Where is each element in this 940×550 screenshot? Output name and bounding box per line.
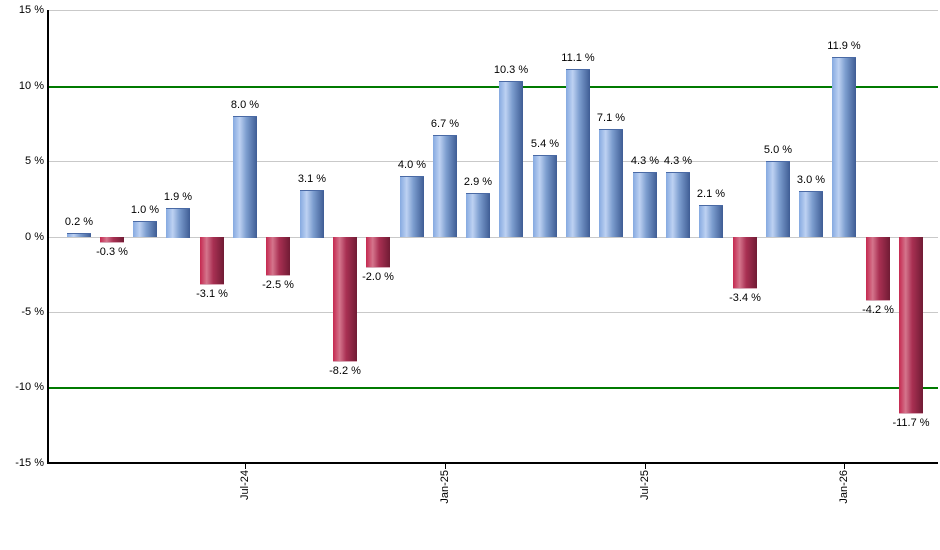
bar-value-label: 3.1 % — [297, 173, 327, 185]
y-axis-label: 5 % — [25, 155, 44, 167]
bar-positive — [799, 191, 823, 237]
bar-value-label: 11.1 % — [561, 52, 595, 64]
bar-positive — [133, 221, 157, 237]
bar-positive — [666, 172, 690, 238]
gridline — [49, 161, 938, 162]
bar-value-label: 5.4 % — [530, 138, 560, 150]
bar-value-label: -3.1 % — [196, 288, 228, 300]
bar-positive — [533, 155, 557, 237]
y-axis-label: -15 % — [15, 457, 44, 469]
bar-positive — [599, 129, 623, 237]
bar-positive — [699, 205, 723, 238]
threshold-line — [49, 86, 938, 88]
bar-value-label: 10.3 % — [493, 64, 529, 76]
bar-positive — [67, 233, 91, 237]
bar-value-label: 4.3 % — [663, 155, 693, 167]
bar-negative — [733, 237, 757, 289]
bar-value-label: 0.2 % — [64, 216, 94, 228]
bar-value-label: 1.9 % — [163, 191, 193, 203]
bar-value-label: -8.2 % — [329, 365, 361, 377]
y-axis-label: 0 % — [25, 231, 44, 243]
bar-value-label: -3.4 % — [729, 292, 761, 304]
bar-negative — [899, 237, 923, 414]
threshold-line — [49, 387, 938, 389]
y-axis-label: -10 % — [15, 381, 44, 393]
bar-negative — [333, 237, 357, 362]
bar-value-label: 11.9 % — [827, 40, 861, 52]
y-axis-label: 10 % — [18, 80, 44, 92]
bar-positive — [499, 81, 523, 237]
bar-positive — [832, 57, 856, 237]
bar-positive — [233, 116, 257, 238]
bar-positive — [300, 190, 324, 238]
gridline — [49, 10, 938, 11]
bar-value-label: 3.0 % — [796, 174, 826, 186]
bar-negative — [100, 237, 124, 243]
bar-value-label: -2.0 % — [362, 271, 394, 283]
bar-value-label: 2.1 % — [696, 188, 726, 200]
x-axis-label: Jan-26 — [838, 470, 850, 504]
bar-value-label: 5.0 % — [763, 144, 793, 156]
gridline — [49, 237, 938, 238]
bar-positive — [566, 69, 590, 237]
bar-value-label: 4.0 % — [397, 159, 427, 171]
bar-value-label: -2.5 % — [262, 279, 294, 291]
bar-value-label: -0.3 % — [96, 246, 128, 258]
bar-value-label: -4.2 % — [862, 304, 894, 316]
bar-positive — [166, 208, 190, 238]
bar-value-label: 1.0 % — [130, 204, 160, 216]
bar-value-label: -11.7 % — [892, 417, 930, 429]
x-axis-tick — [844, 464, 845, 469]
x-axis-tick — [645, 464, 646, 469]
bar-value-label: 6.7 % — [430, 118, 460, 130]
x-axis-line — [47, 462, 938, 464]
x-axis-tick — [445, 464, 446, 469]
bar-negative — [866, 237, 890, 301]
bar-positive — [433, 135, 457, 237]
bar-positive — [766, 161, 790, 237]
x-axis-label: Jan-25 — [439, 470, 451, 504]
bar-value-label: 2.9 % — [463, 176, 493, 188]
bar-negative — [266, 237, 290, 276]
x-axis-label: Jul-25 — [639, 470, 651, 500]
bar-negative — [366, 237, 390, 268]
bar-positive — [400, 176, 424, 237]
x-axis-label: Jul-24 — [239, 470, 251, 500]
y-axis-label: -5 % — [21, 306, 44, 318]
y-axis-line — [47, 10, 49, 464]
bar-value-label: 4.3 % — [630, 155, 660, 167]
bar-positive — [633, 172, 657, 238]
gridline — [49, 312, 938, 313]
x-axis-tick — [245, 464, 246, 469]
bar-negative — [200, 237, 224, 285]
y-axis-label: 15 % — [18, 4, 44, 16]
bar-value-label: 7.1 % — [596, 112, 626, 124]
bar-positive — [466, 193, 490, 238]
bar-value-label: 8.0 % — [230, 99, 260, 111]
